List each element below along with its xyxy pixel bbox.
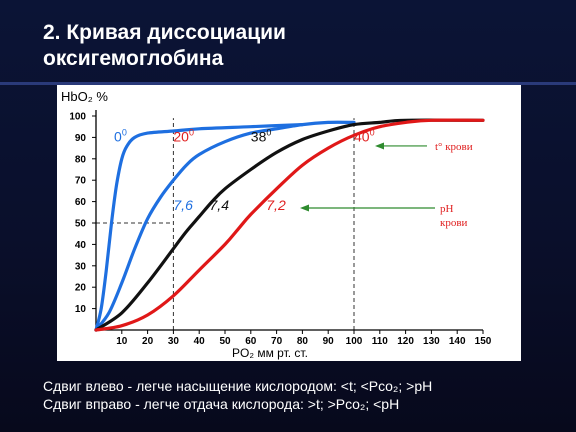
dissociation-curve-3 xyxy=(94,118,485,332)
y-tick-label: 80 xyxy=(75,154,87,165)
ph-label-3: 7,2 xyxy=(266,197,286,213)
dissociation-curve-1 xyxy=(94,123,304,332)
y-axis-label: HbO₂ % xyxy=(61,89,108,104)
x-tick-label: 50 xyxy=(219,336,231,347)
x-tick-label: 60 xyxy=(245,336,257,347)
x-tick-label: 10 xyxy=(116,336,128,347)
ph-label-1: 7,6 xyxy=(173,197,193,213)
y-tick-label: 50 xyxy=(75,219,87,230)
y-tick-label: 60 xyxy=(75,197,87,208)
y-tick-label: 20 xyxy=(75,283,87,294)
ph-arrow-head xyxy=(300,204,309,212)
y-tick-label: 40 xyxy=(75,240,87,251)
x-tick-label: 30 xyxy=(168,336,180,347)
x-tick-label: 100 xyxy=(346,336,363,347)
temperature-label-3: 380 xyxy=(251,128,272,145)
caption-left-shift: Сдвиг влево - легче насыщение кислородом… xyxy=(43,378,433,394)
temperature-arrow-head xyxy=(375,142,384,150)
x-tick-label: 120 xyxy=(397,336,414,347)
dissociation-curve-2 xyxy=(94,120,356,332)
y-tick-label: 90 xyxy=(75,133,87,144)
header-divider xyxy=(0,82,576,85)
x-axis-label: PO₂ мм рт. ст. xyxy=(232,346,308,360)
oxygen-dissociation-chart: 10 20 30 40 50 60 70 80 90 100 10 20 30 40 50 60 70 80 90 1… xyxy=(57,85,521,361)
dissociation-curve-4 xyxy=(94,118,485,332)
y-tick-label: 70 xyxy=(75,176,87,187)
x-tick-label: 110 xyxy=(372,336,389,347)
ph-annotation-line-2: крови xyxy=(440,217,468,229)
x-tick-label: 40 xyxy=(194,336,206,347)
x-tick-label: 140 xyxy=(449,336,466,347)
ph-label-2: 7,4 xyxy=(210,197,230,213)
page-title-line-1: 2. Кривая диссоциации xyxy=(43,21,286,44)
temperature-label-2: 200 xyxy=(173,128,194,145)
temperature-annotation: t° крови xyxy=(435,141,473,153)
temperature-label-4: 400 xyxy=(354,128,375,145)
y-tick-label: 100 xyxy=(69,112,86,123)
page-title-line-2: оксигемоглобина xyxy=(43,47,224,70)
x-tick-label: 130 xyxy=(423,336,440,347)
x-tick-label: 80 xyxy=(297,336,309,347)
caption-right-shift: Сдвиг вправо - легче отдача кислорода: >… xyxy=(43,396,400,412)
x-tick-label: 70 xyxy=(271,336,283,347)
x-tick-label: 150 xyxy=(475,336,492,347)
ph-annotation-line-1: pH xyxy=(440,203,454,215)
y-tick-label: 10 xyxy=(75,304,87,315)
x-tick-label: 20 xyxy=(142,336,154,347)
y-tick-label: 30 xyxy=(75,261,87,272)
x-tick-label: 90 xyxy=(323,336,335,347)
